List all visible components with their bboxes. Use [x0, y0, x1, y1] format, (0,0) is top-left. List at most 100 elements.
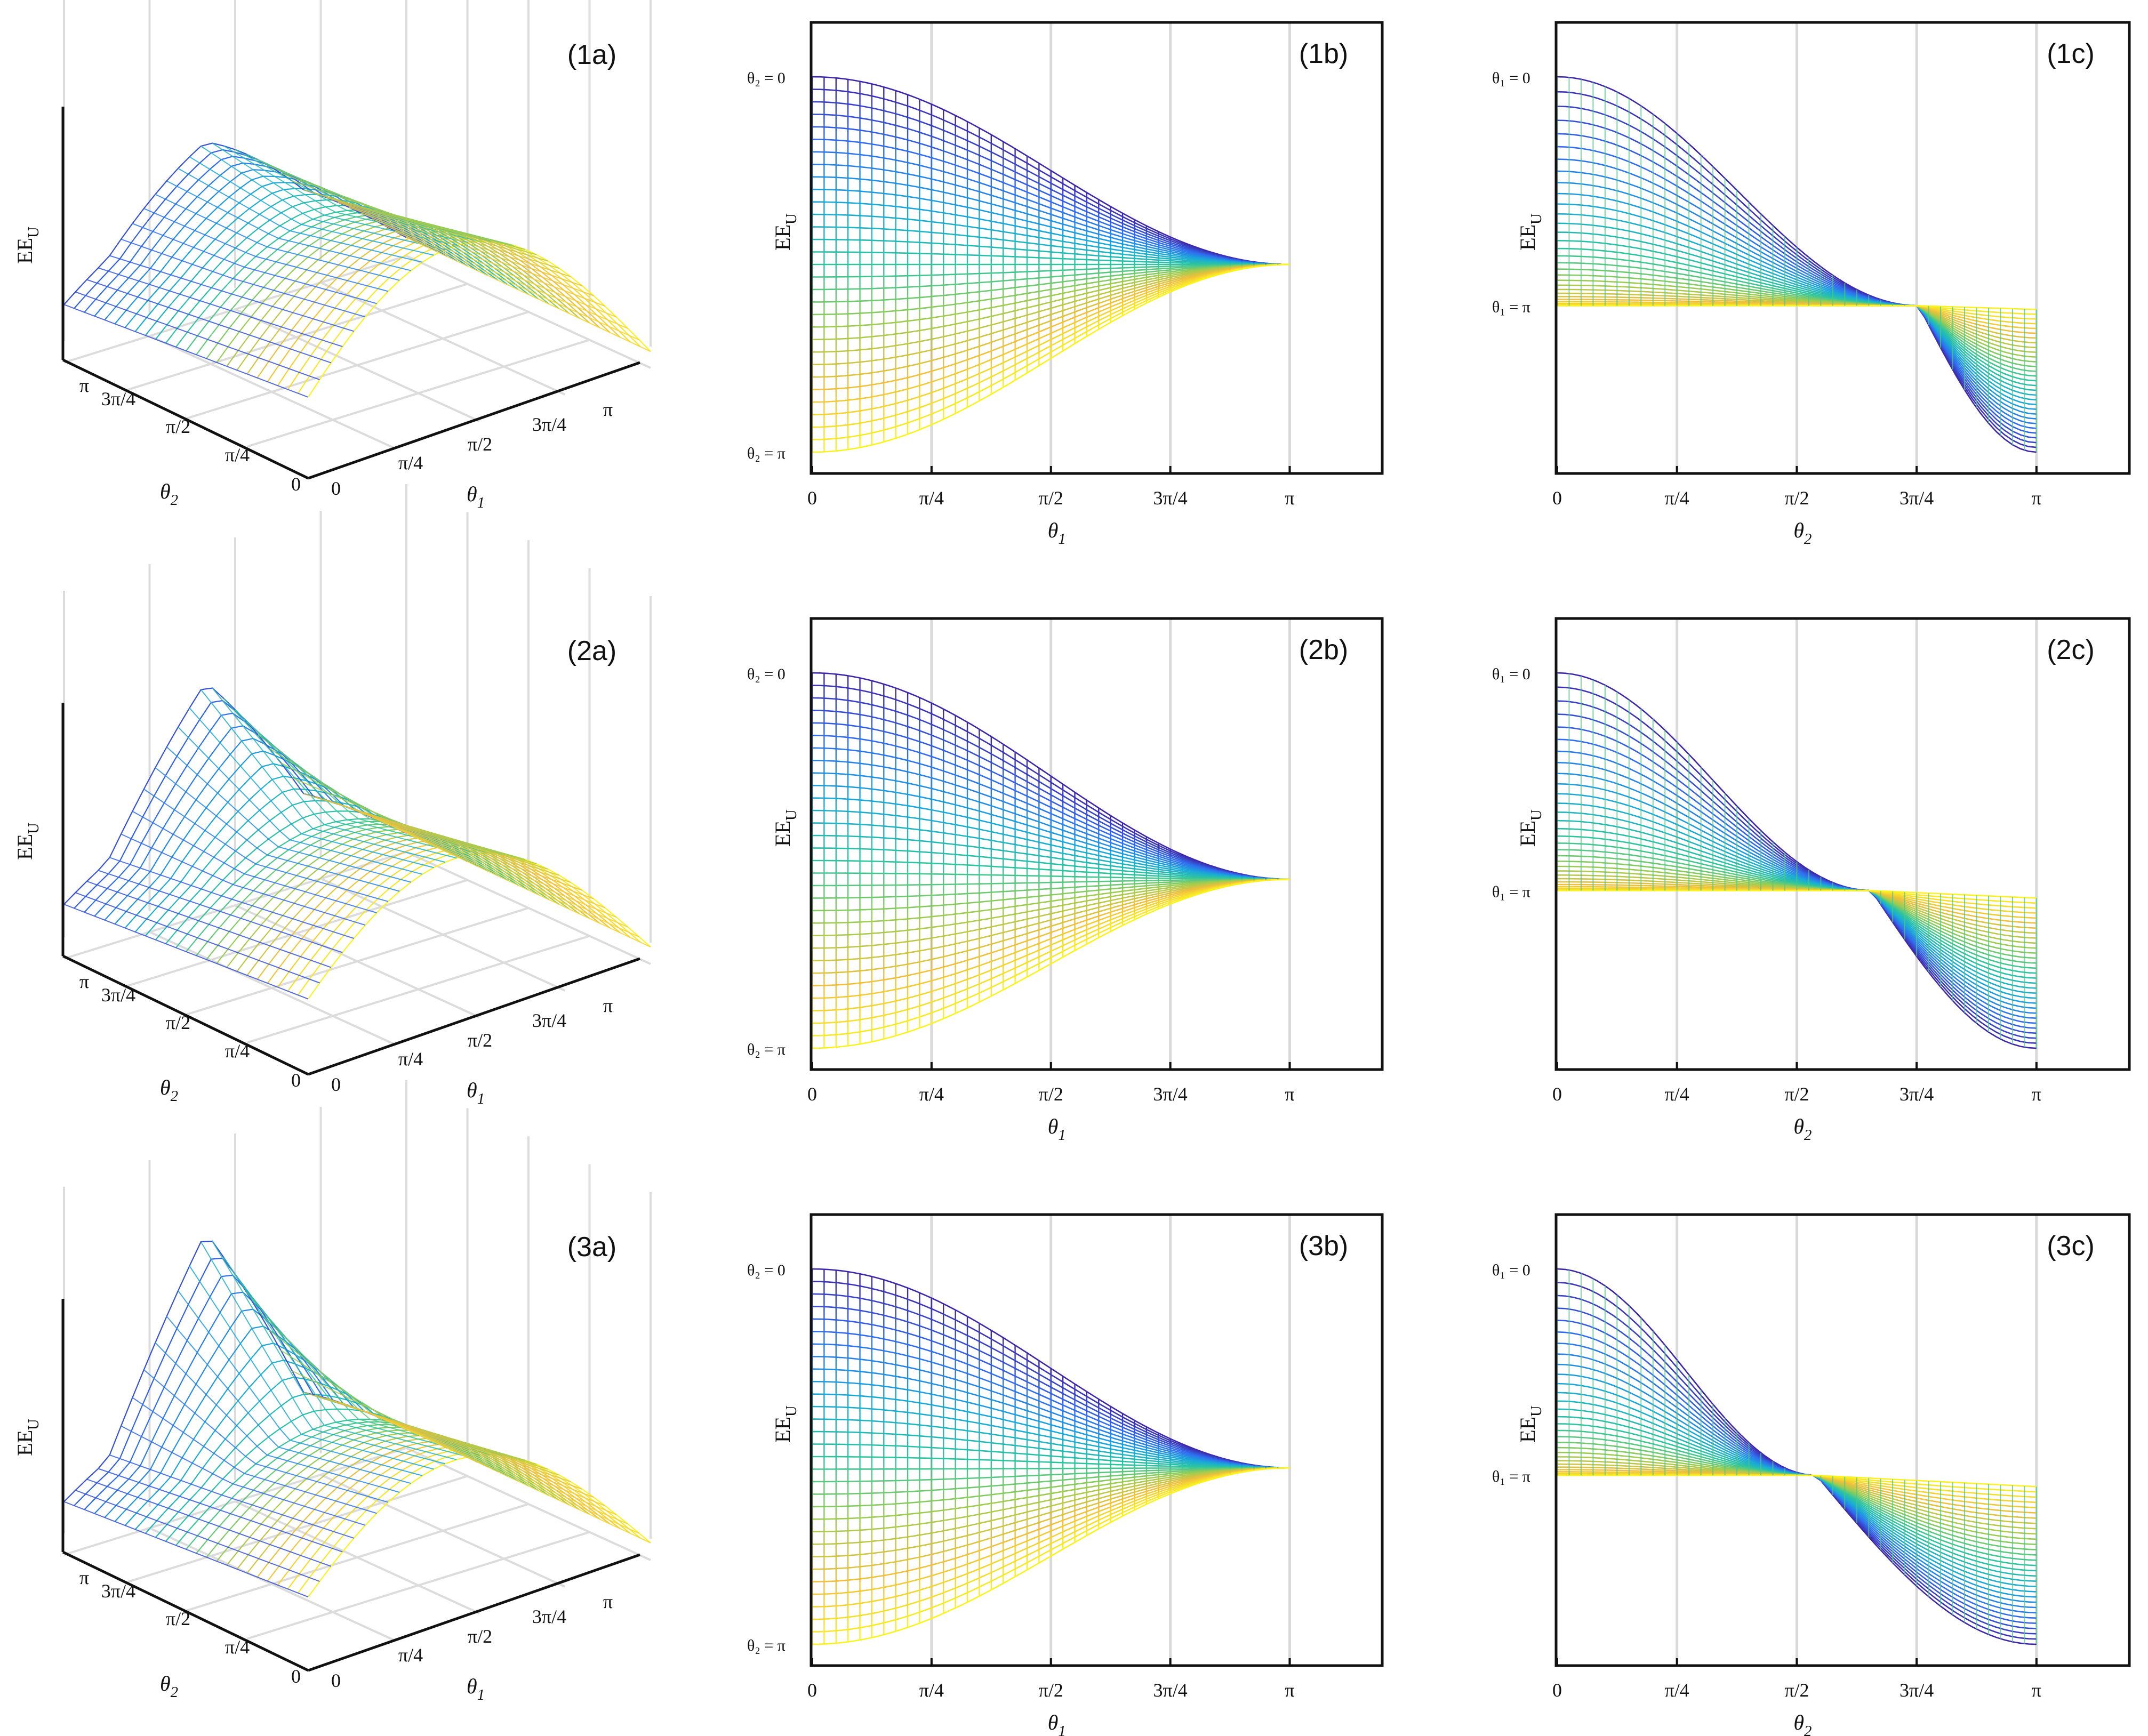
panel-3b: θ₂ = 0 θ₂ = π 0 π/4 π/2 3π/4 π θ1 EEU (3b) [747, 1213, 1384, 1736]
plot-frame [1554, 21, 2131, 475]
panel-3a: 0 π/4 π/2 3π/4 π 0 π/4 π/2 3π/4 π θ2 θ1 EEU (3a) [13, 1080, 652, 1703]
theta2-tick-label-3: π/2 [166, 416, 190, 437]
surface-line-u-9 [226, 831, 570, 968]
x-tick-label-2: π/4 [919, 1679, 944, 1701]
x-axis-label: θ2 [1793, 1710, 1812, 1736]
x-tick-label-2: π/4 [1665, 487, 1689, 509]
x-tick-label-3: π/2 [1039, 1083, 1063, 1105]
surface-line-v-14 [212, 1241, 457, 1460]
panel-label: (2b) [1299, 634, 1348, 665]
surface-line-v-6 [121, 833, 366, 926]
theta1-tick-label-3: π/2 [468, 433, 492, 455]
surface-axes [61, 1299, 640, 1672]
panel-1b: θ₂ = 0 θ₂ = π 0 π/4 π/2 3π/4 π θ1 EEU (1b) [747, 21, 1384, 548]
z-axis-label: EEU [13, 227, 42, 264]
panel-label: (2c) [2047, 634, 2095, 665]
x-tick-label-5: π [2032, 1083, 2041, 1105]
surface-line-u-15 [165, 204, 509, 344]
x-tick-label-1: 0 [1552, 1083, 1562, 1105]
theta1-tick-label-3: π/2 [468, 1030, 492, 1051]
surface-line-u-22 [94, 162, 437, 317]
surface-line-v-3 [86, 279, 332, 364]
panel-3c: θ₁ = 0 θ₁ = π 0 π/4 π/2 3π/4 π θ2 EEU (3c) [1492, 1213, 2131, 1736]
surface-line-v-27 [360, 1409, 605, 1507]
surface-line-v-9 [155, 1342, 400, 1493]
x-tick-label-3: π/2 [1784, 487, 1809, 509]
x-tick-label-4: 3π/4 [1153, 1679, 1188, 1701]
surface-line-v-24 [326, 197, 571, 277]
curve-label-flat: θ₁ = π [1492, 1468, 1530, 1485]
surface-line-u-3 [287, 1449, 631, 1589]
x-axis-label: θ2 [1793, 518, 1812, 548]
surface-line-v-29 [383, 224, 628, 329]
surface-line-v-26 [349, 207, 594, 296]
theta2-axis [62, 1550, 309, 1672]
series-line-31 [812, 1467, 1290, 1645]
panel-label: (2a) [567, 636, 616, 666]
x-tick-label-4: 3π/4 [1899, 1679, 1934, 1701]
curve-label-bottom: θ₂ = π [747, 445, 786, 462]
surface-line-v-13 [201, 689, 446, 863]
x-tick-label-1: 0 [807, 487, 817, 509]
surface-line-u-7 [246, 1437, 590, 1574]
plot-frame [809, 1213, 1384, 1667]
surface-line-v-30 [395, 827, 640, 938]
panel-label: (1c) [2047, 38, 2095, 69]
x-tick-label-3: π/2 [1039, 487, 1063, 509]
surface-line-v-11 [178, 168, 423, 263]
surface-line-v-27 [360, 212, 605, 307]
surface-mesh [63, 1240, 651, 1598]
surface-line-u-23 [84, 156, 427, 313]
theta1-tick-label-1: 0 [331, 1074, 341, 1095]
surface-line-v-31 [406, 237, 651, 352]
panel-1c: θ₁ = 0 θ₁ = π 0 π/4 π/2 3π/4 π θ2 EEU (1c) [1492, 21, 2131, 548]
floor-line-a-3 [320, 878, 566, 992]
plot-frame [1554, 617, 2131, 1071]
panel-2a: 0 π/4 π/2 3π/4 π 0 π/4 π/2 3π/4 π θ2 θ1 EEU (2a) [13, 484, 652, 1107]
surface-line-u-4 [277, 845, 621, 988]
floor-line-b-3 [124, 283, 468, 392]
surface-line-v-2 [75, 291, 320, 381]
theta1-tick-label-1: 0 [331, 1670, 341, 1691]
surface-line-v-2 [75, 892, 320, 984]
surface-line-v-4 [98, 267, 343, 347]
x-axis-label: θ1 [1048, 1114, 1066, 1144]
theta1-tick-label-3: π/2 [468, 1626, 492, 1647]
surface-back-grid [63, 0, 652, 449]
x-tick-label-5: π [1285, 487, 1294, 509]
surface-mesh [63, 687, 651, 1000]
series-line-1 [812, 76, 1290, 266]
b-curve-family [811, 1268, 1290, 1645]
theta1-axis [308, 361, 640, 480]
surface-line-v-7 [132, 223, 377, 304]
surface-line-v-3 [86, 880, 332, 968]
panel-label: (1a) [567, 39, 616, 70]
surface-line-v-7 [132, 1397, 377, 1514]
surface-line-v-28 [372, 218, 617, 318]
surface-axes [61, 107, 640, 480]
theta2-tick-label-4: 3π/4 [101, 1580, 135, 1602]
surface-line-v-13 [200, 1241, 446, 1465]
panel-label: (1b) [1299, 38, 1348, 69]
surface-line-v-20 [280, 1349, 525, 1461]
panel-label: (3c) [2047, 1231, 2095, 1261]
surface-line-v-8 [143, 208, 389, 292]
surface-line-v-28 [372, 817, 617, 918]
b-curve-family [811, 672, 1290, 1049]
x-tick-label-2: π/4 [1665, 1679, 1689, 1701]
theta2-tick-label-5: π [79, 375, 89, 396]
surface-line-v-2 [75, 1490, 320, 1582]
x-tick-label-1: 0 [1552, 1679, 1562, 1701]
surface-line-v-18 [258, 159, 503, 244]
surface-line-u-1 [308, 1454, 651, 1597]
floor-line-b-3 [124, 879, 468, 988]
surface-line-v-8 [143, 789, 389, 902]
x-axis-label: θ2 [1793, 1114, 1812, 1144]
curve-label-flat: θ₁ = π [1492, 883, 1530, 901]
theta2-tick-label-5: π [79, 1567, 89, 1588]
theta2-axis [62, 358, 309, 480]
surface-line-v-31 [406, 1428, 651, 1544]
panel-1a: 0 π/4 π/2 3π/4 π 0 π/4 π/2 3π/4 π θ2 θ1 EEU (1a) [13, 0, 652, 511]
theta1-tick-label-2: π/4 [398, 452, 423, 473]
theta2-tick-label-4: 3π/4 [101, 984, 135, 1006]
